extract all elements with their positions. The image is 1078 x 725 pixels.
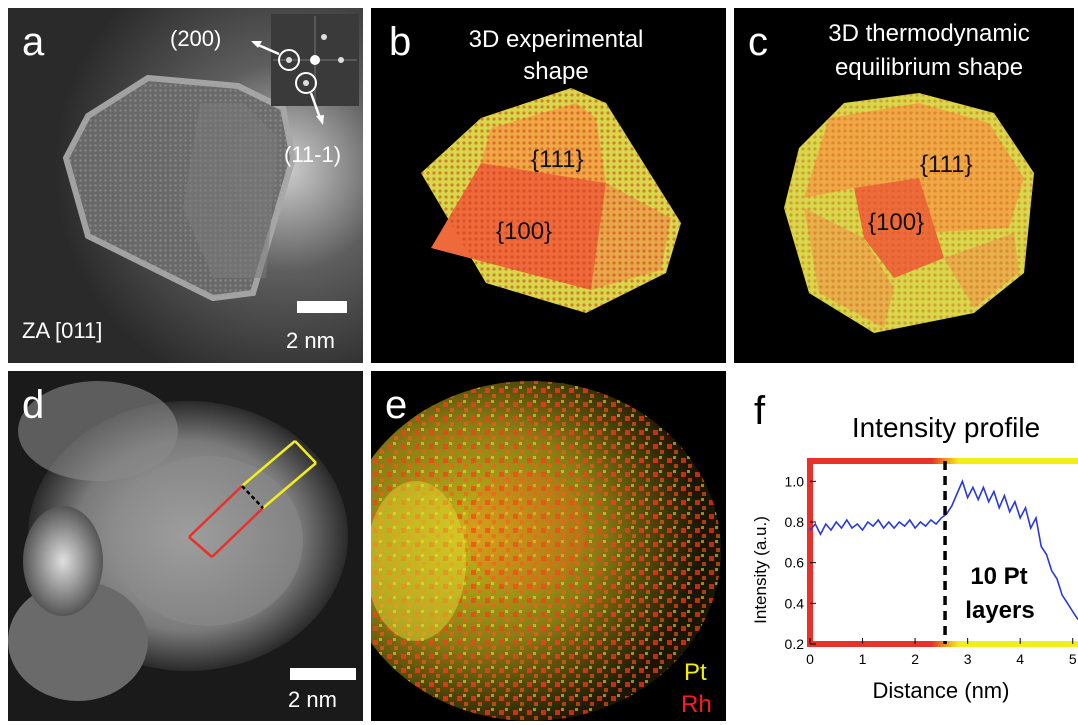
panel-b-facet-111: {111} (531, 146, 584, 173)
panel-d-scale-label: 2 nm (288, 687, 337, 712)
panel-b-facet-100: {100} (496, 218, 553, 245)
legend-rh: Rh (681, 691, 712, 718)
panel-b-shape (421, 88, 681, 313)
line-profile-box (188, 440, 317, 558)
zone-axis-label: ZA [011] (22, 318, 103, 343)
annotation-line2: layers (965, 597, 1034, 624)
y-tick-label: 0.4 (785, 595, 805, 611)
panel-c-facet-100: {100} (868, 209, 925, 236)
panel-c: c 3D thermodynamic equilibrium shape {11… (734, 8, 1074, 363)
fft-spot-11-1-label: (11-1) (284, 142, 342, 167)
x-tick-label: 5 (1069, 651, 1077, 667)
panel-c-facet-111: {111} (920, 151, 973, 178)
panel-a-scale-bar (297, 301, 347, 313)
panel-b-title-line2: shape (523, 58, 589, 85)
y-tick-label: 0.8 (785, 514, 805, 530)
panel-f-label: f (754, 389, 766, 433)
y-axis-label: Intensity (a.u.) (751, 516, 770, 624)
panel-b-title-line1: 3D experimental (468, 26, 644, 53)
x-tick-label: 2 (911, 651, 919, 667)
y-tick-label: 0.6 (785, 555, 805, 571)
panel-a-label: a (22, 20, 45, 64)
panel-c-title-line2: equilibrium shape (834, 54, 1024, 81)
annotation-line1: 10 Pt (970, 563, 1027, 590)
panel-e: e Pt Rh (371, 371, 726, 721)
legend-pt: Pt (684, 659, 707, 686)
intensity-series-line (809, 479, 1078, 621)
panel-d: d 2 nm (8, 371, 363, 721)
panel-a: a (200) (11-1) ZA [011] 2 nm (8, 8, 363, 363)
panel-c-shape (784, 93, 1034, 333)
y-tick-label: 0.2 (785, 636, 805, 652)
panel-e-label: e (385, 383, 408, 427)
x-axis-label: Distance (nm) (873, 678, 1010, 703)
region-bar-left (807, 458, 813, 647)
panel-d-scale-bar (290, 668, 356, 680)
chart-title: Intensity profile (852, 412, 1040, 443)
intensity-profile-chart: Intensity profile Intensity (a.u.) Dista… (751, 412, 1078, 703)
panel-d-micrograph (8, 381, 348, 701)
panel-e-eds-map (371, 371, 726, 721)
panel-b: b 3D experimental shape {111} {100} (371, 8, 726, 363)
panel-c-title-line1: 3D thermodynamic (828, 20, 1030, 47)
panel-a-micrograph (8, 8, 363, 363)
x-tick-label: 3 (964, 651, 972, 667)
x-tick-label: 0 (806, 651, 814, 667)
x-tick-label: 4 (1016, 651, 1024, 667)
panel-f: f Intensity profile Intensity (a.u.) Dis… (734, 371, 1078, 725)
panel-a-scale-label: 2 nm (286, 328, 335, 353)
panel-b-label: b (389, 20, 412, 64)
y-tick-label: 1.0 (785, 473, 805, 489)
fft-spot-200-label: (200) (170, 26, 222, 51)
x-tick-label: 1 (859, 651, 867, 667)
panel-c-label: c (748, 20, 768, 64)
panel-d-label: d (22, 383, 45, 427)
